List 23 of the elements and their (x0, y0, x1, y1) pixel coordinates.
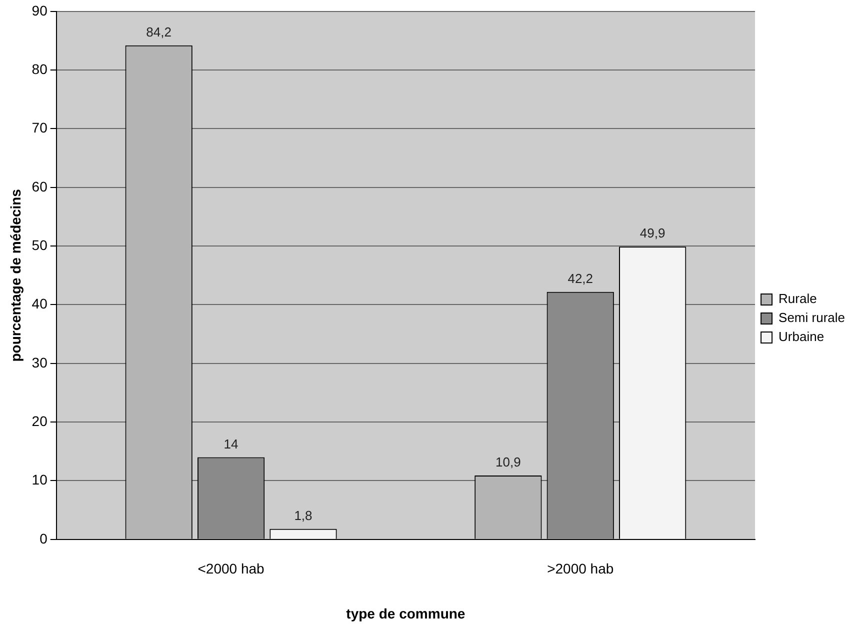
y-tick-label: 90 (32, 2, 48, 18)
data-label: 49,9 (640, 226, 666, 241)
x-axis-title: type de commune (346, 605, 466, 622)
data-label: 84,2 (146, 24, 172, 40)
data-label: 42,2 (568, 270, 594, 286)
x-tick-label: <2000 hab (198, 560, 265, 577)
y-tick-label: 40 (32, 296, 48, 312)
y-tick-label: 70 (32, 120, 48, 136)
y-tick-label: 0 (40, 530, 48, 546)
legend-label: Rurale (778, 291, 817, 306)
data-label: 10,9 (496, 454, 521, 470)
data-label: 14 (224, 436, 238, 452)
y-tick-label: 50 (32, 236, 48, 253)
y-tick-label: 10 (32, 472, 48, 488)
y-tick-label: 60 (32, 178, 48, 194)
y-axis-title: pourcentage de médecins (7, 188, 24, 362)
data-label: 1,8 (294, 508, 312, 523)
x-tick-label: >2000 hab (547, 560, 614, 577)
y-tick-label: 80 (32, 60, 48, 77)
legend-label: Semi rurale (778, 310, 845, 326)
legend-label: Urbaine (778, 329, 824, 344)
y-tick-label: 30 (32, 354, 48, 370)
y-tick-label: 20 (32, 412, 48, 429)
